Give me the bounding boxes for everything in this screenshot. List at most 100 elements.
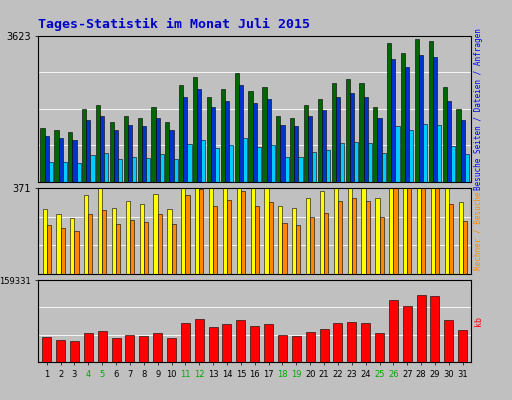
- Bar: [431, 296, 439, 362]
- Bar: [138, 118, 142, 182]
- Bar: [458, 330, 467, 362]
- Bar: [417, 130, 421, 274]
- Bar: [389, 135, 393, 274]
- Bar: [336, 97, 340, 182]
- Bar: [47, 225, 51, 274]
- Bar: [112, 338, 120, 362]
- Bar: [165, 122, 169, 182]
- Bar: [444, 320, 453, 362]
- Bar: [292, 208, 296, 274]
- Bar: [306, 332, 315, 362]
- Bar: [267, 99, 271, 182]
- Bar: [333, 324, 343, 362]
- Bar: [375, 333, 384, 362]
- Bar: [185, 195, 189, 274]
- Bar: [451, 146, 455, 182]
- Bar: [181, 324, 190, 362]
- Bar: [221, 89, 225, 182]
- Bar: [209, 181, 213, 274]
- Bar: [449, 204, 453, 274]
- Bar: [199, 189, 203, 274]
- Bar: [279, 206, 283, 274]
- Bar: [167, 209, 172, 274]
- Bar: [100, 116, 104, 182]
- Bar: [373, 108, 377, 182]
- Bar: [167, 338, 176, 362]
- Bar: [296, 225, 301, 274]
- Bar: [125, 335, 135, 362]
- Bar: [387, 43, 391, 182]
- Bar: [234, 73, 239, 182]
- Bar: [56, 214, 60, 274]
- Bar: [283, 223, 287, 274]
- Bar: [58, 138, 62, 182]
- Bar: [128, 125, 132, 182]
- Bar: [431, 132, 435, 274]
- Bar: [243, 138, 247, 182]
- Bar: [310, 217, 314, 274]
- Bar: [271, 144, 275, 182]
- Bar: [215, 148, 219, 182]
- Bar: [153, 333, 162, 362]
- Bar: [348, 170, 352, 274]
- Bar: [82, 110, 86, 182]
- Bar: [352, 198, 356, 274]
- Bar: [292, 336, 301, 362]
- Bar: [395, 126, 400, 182]
- Bar: [366, 201, 370, 274]
- Bar: [294, 126, 298, 182]
- Bar: [250, 326, 259, 362]
- Bar: [403, 306, 412, 362]
- Bar: [225, 102, 229, 182]
- Bar: [223, 173, 227, 274]
- Bar: [375, 198, 379, 274]
- Y-axis label: kb: kb: [474, 316, 483, 326]
- Bar: [459, 202, 463, 274]
- Bar: [84, 195, 88, 274]
- Bar: [401, 53, 405, 182]
- Bar: [359, 83, 364, 182]
- Bar: [104, 153, 109, 182]
- Bar: [237, 160, 241, 274]
- Bar: [381, 153, 386, 182]
- Bar: [405, 67, 409, 182]
- Bar: [334, 174, 338, 274]
- Bar: [154, 194, 158, 274]
- Bar: [158, 214, 162, 274]
- Bar: [457, 110, 461, 182]
- Bar: [308, 116, 312, 182]
- Bar: [112, 208, 116, 274]
- Bar: [304, 106, 308, 182]
- Bar: [364, 97, 368, 182]
- Bar: [250, 181, 254, 274]
- Bar: [172, 224, 176, 274]
- Bar: [262, 87, 267, 182]
- Bar: [306, 198, 310, 274]
- Bar: [417, 295, 425, 362]
- Bar: [76, 163, 81, 182]
- Bar: [254, 206, 259, 274]
- Bar: [318, 99, 322, 182]
- Bar: [241, 190, 245, 274]
- Bar: [379, 217, 383, 274]
- Bar: [140, 204, 144, 274]
- Bar: [264, 324, 273, 362]
- Bar: [338, 201, 342, 274]
- Bar: [403, 144, 407, 274]
- Bar: [174, 160, 178, 182]
- Bar: [347, 322, 356, 362]
- Bar: [187, 144, 191, 182]
- Bar: [389, 300, 398, 362]
- Bar: [130, 220, 134, 274]
- Bar: [290, 118, 294, 182]
- Bar: [419, 55, 423, 182]
- Bar: [91, 154, 95, 182]
- Y-axis label: Besuche Seiten / Dateien / Anfragen: Besuche Seiten / Dateien / Anfragen: [474, 28, 483, 190]
- Bar: [407, 178, 412, 274]
- Bar: [152, 108, 156, 182]
- Bar: [393, 170, 397, 274]
- Bar: [139, 336, 148, 362]
- Bar: [70, 341, 79, 362]
- Bar: [195, 319, 204, 362]
- Bar: [252, 104, 257, 182]
